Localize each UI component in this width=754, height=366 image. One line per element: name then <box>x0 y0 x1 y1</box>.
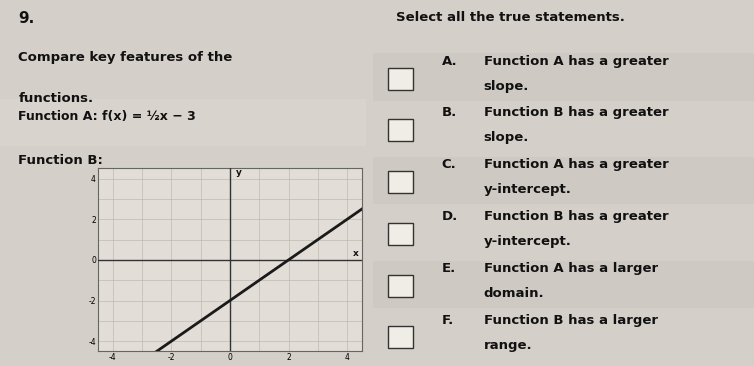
Text: slope.: slope. <box>483 131 529 144</box>
Text: Function B:: Function B: <box>18 154 103 167</box>
Text: range.: range. <box>483 339 532 352</box>
Text: Compare key features of the: Compare key features of the <box>18 51 232 64</box>
Text: A.: A. <box>442 55 458 68</box>
Text: C.: C. <box>442 158 456 172</box>
Text: Function A has a greater: Function A has a greater <box>483 55 668 68</box>
Text: Select all the true statements.: Select all the true statements. <box>396 11 625 24</box>
Text: domain.: domain. <box>483 287 544 300</box>
Text: E.: E. <box>442 262 456 276</box>
Text: 9.: 9. <box>18 11 35 26</box>
Bar <box>388 68 412 90</box>
Text: Function B has a larger: Function B has a larger <box>483 314 657 327</box>
Bar <box>388 275 412 297</box>
Text: y: y <box>236 168 242 177</box>
Text: B.: B. <box>442 106 457 119</box>
Text: y-intercept.: y-intercept. <box>483 235 572 249</box>
FancyBboxPatch shape <box>373 209 754 256</box>
Text: Function A has a larger: Function A has a larger <box>483 262 657 276</box>
Text: Function B has a greater: Function B has a greater <box>483 210 668 224</box>
Text: functions.: functions. <box>18 92 93 105</box>
Text: x: x <box>353 249 359 258</box>
Text: slope.: slope. <box>483 80 529 93</box>
FancyBboxPatch shape <box>373 53 754 101</box>
Text: Function B has a greater: Function B has a greater <box>483 106 668 119</box>
FancyBboxPatch shape <box>373 157 754 204</box>
Text: y-intercept.: y-intercept. <box>483 183 572 197</box>
FancyBboxPatch shape <box>373 312 754 359</box>
Bar <box>388 223 412 245</box>
Bar <box>388 171 412 193</box>
Text: Function A: f(x) = ½x − 3: Function A: f(x) = ½x − 3 <box>18 110 196 123</box>
Text: Function A has a greater: Function A has a greater <box>483 158 668 172</box>
FancyBboxPatch shape <box>0 99 366 146</box>
Bar <box>388 119 412 141</box>
Text: D.: D. <box>442 210 458 224</box>
FancyBboxPatch shape <box>373 261 754 308</box>
FancyBboxPatch shape <box>373 104 754 152</box>
Text: F.: F. <box>442 314 454 327</box>
Bar <box>388 326 412 348</box>
